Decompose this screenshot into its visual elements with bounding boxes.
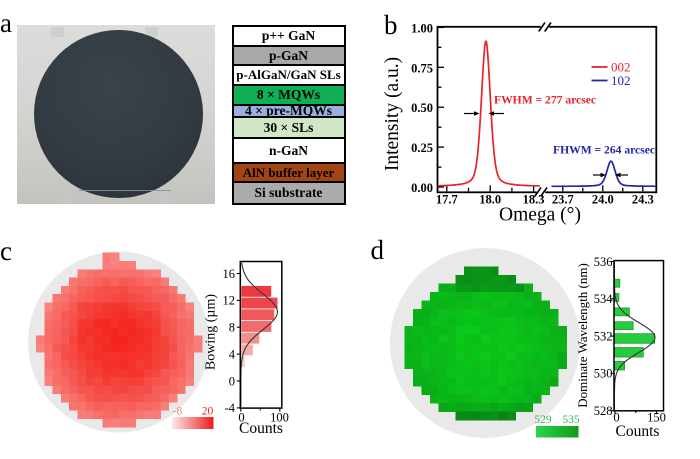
svg-text:1.00: 1.00 xyxy=(411,21,433,35)
svg-text:532: 532 xyxy=(594,329,613,343)
svg-text:FHWM = 264 arcsec: FHWM = 264 arcsec xyxy=(553,144,655,157)
svg-text:535: 535 xyxy=(562,414,580,426)
svg-text:20: 20 xyxy=(202,406,214,418)
svg-text:529: 529 xyxy=(534,414,552,426)
svg-text:-4: -4 xyxy=(225,401,236,415)
svg-text:002: 002 xyxy=(611,60,631,75)
svg-text:24.0: 24.0 xyxy=(592,193,614,207)
svg-text:23.7: 23.7 xyxy=(552,193,574,207)
svg-text:Counts: Counts xyxy=(239,420,283,437)
svg-text:16: 16 xyxy=(223,267,236,281)
svg-text:0: 0 xyxy=(613,411,619,425)
svg-text:FWHM = 277 arcsec: FWHM = 277 arcsec xyxy=(494,94,596,107)
svg-text:18.3: 18.3 xyxy=(523,193,545,207)
svg-text:17.7: 17.7 xyxy=(436,193,458,207)
svg-text:100: 100 xyxy=(270,411,289,425)
svg-text:Omega (°): Omega (°) xyxy=(499,205,581,226)
svg-text:12: 12 xyxy=(223,294,236,308)
svg-text:102: 102 xyxy=(611,73,631,88)
svg-text:0.00: 0.00 xyxy=(411,181,433,195)
svg-text:0.25: 0.25 xyxy=(411,141,433,155)
svg-text:-8: -8 xyxy=(173,406,183,418)
svg-text:0.50: 0.50 xyxy=(411,101,433,115)
svg-text:8: 8 xyxy=(229,321,235,335)
svg-text:18.0: 18.0 xyxy=(479,193,501,207)
svg-text:0.75: 0.75 xyxy=(411,61,433,75)
svg-text:150: 150 xyxy=(647,411,666,425)
svg-text:530: 530 xyxy=(594,367,613,381)
svg-text:24.3: 24.3 xyxy=(632,193,654,207)
svg-text:Intensity (a.u.): Intensity (a.u.) xyxy=(382,57,403,171)
svg-text:534: 534 xyxy=(594,292,614,306)
svg-text:Dominate Wavelength (nm): Dominate Wavelength (nm) xyxy=(575,263,590,408)
svg-text:528: 528 xyxy=(594,404,613,418)
svg-text:536: 536 xyxy=(594,255,613,269)
svg-text:Counts: Counts xyxy=(616,423,660,440)
svg-text:0: 0 xyxy=(238,411,244,425)
svg-text:Bowing (µm): Bowing (µm) xyxy=(204,294,219,370)
svg-text:0: 0 xyxy=(229,374,235,388)
svg-text:4: 4 xyxy=(229,347,236,361)
